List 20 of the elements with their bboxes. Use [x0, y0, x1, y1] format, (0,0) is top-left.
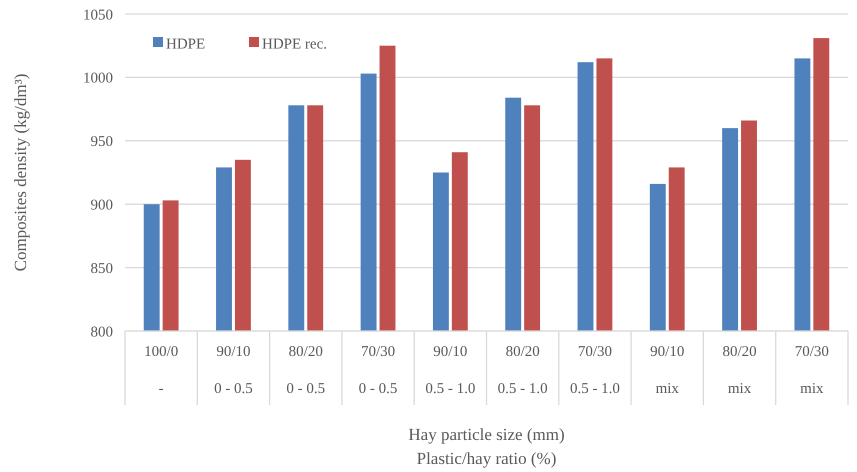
y-axis-title: Composites density (kg/dm³) — [11, 74, 30, 272]
legend-label: HDPE rec. — [262, 36, 327, 52]
y-tick-label: 900 — [90, 197, 113, 214]
category-label: 80/20 mix — [722, 344, 757, 397]
y-tick-label: 950 — [90, 134, 113, 150]
x-axis-title: Hay particle size (mm) Plastic/hay ratio (%) — [408, 425, 565, 468]
y-tick-label: 1000 — [83, 70, 113, 87]
category-label: 90/10 mix — [650, 344, 684, 397]
y-tick-label: 1050 — [83, 7, 113, 24]
category-label: 70/30 mix — [794, 344, 829, 397]
category-label: 80/20 0 - 0.5 — [286, 344, 326, 397]
category-label: 70/30 0.5 - 1.0 — [570, 344, 620, 397]
y-tick-label: 800 — [90, 324, 113, 340]
category-label: 90/10 0.5 - 1.0 — [425, 344, 476, 397]
legend-label: HDPE — [166, 36, 206, 52]
category-label: 100/0 - — [144, 344, 178, 397]
y-tick-label: 850 — [90, 260, 113, 277]
category-label: 80/20 0.5 - 1.0 — [498, 344, 548, 397]
category-label: 90/10 0 - 0.5 — [214, 344, 253, 397]
category-label: 70/30 0 - 0.5 — [358, 344, 398, 397]
